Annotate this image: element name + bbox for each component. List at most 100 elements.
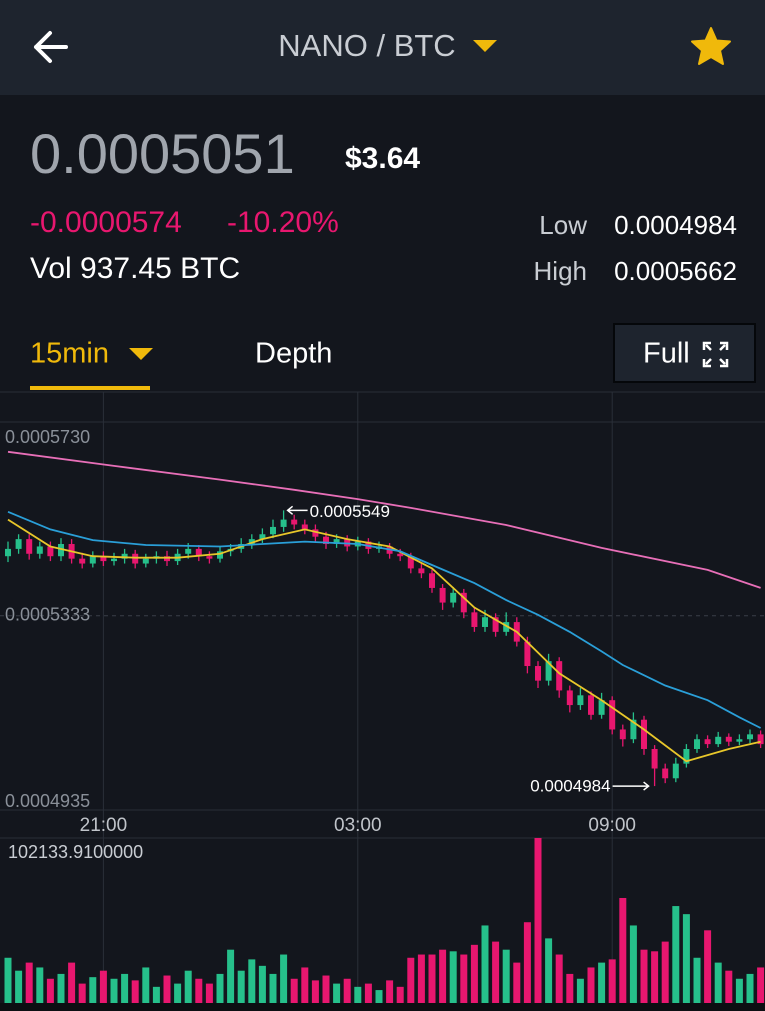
moving-average-line bbox=[7, 510, 762, 729]
volume-bar bbox=[428, 954, 436, 1003]
candle-body bbox=[5, 548, 11, 557]
candle-body bbox=[132, 553, 139, 564]
volume-bar bbox=[258, 965, 266, 1003]
volume-bar bbox=[640, 949, 648, 1003]
volume-bar bbox=[460, 954, 468, 1003]
candle-body bbox=[47, 546, 54, 557]
volume-bar bbox=[396, 986, 404, 1003]
x-tick-label: 03:00 bbox=[334, 815, 382, 836]
volume-bar bbox=[174, 983, 182, 1003]
candle-body bbox=[323, 536, 329, 545]
candle-body bbox=[566, 690, 573, 706]
candle-body bbox=[482, 617, 488, 627]
candle-body bbox=[79, 558, 86, 564]
candle-body bbox=[217, 551, 223, 559]
tab-underline bbox=[30, 386, 150, 390]
volume-bar bbox=[534, 838, 542, 1003]
candle-body bbox=[715, 736, 722, 745]
pair-selector[interactable]: NANO / BTC bbox=[278, 28, 497, 63]
volume-bar bbox=[757, 967, 765, 1003]
interval-label: 15min bbox=[30, 338, 109, 370]
candle-body bbox=[672, 763, 679, 779]
moving-average-line bbox=[7, 450, 761, 589]
volume-bar bbox=[576, 978, 584, 1003]
volume-bar bbox=[439, 949, 447, 1003]
volume-bar bbox=[227, 949, 235, 1003]
volume-bar bbox=[89, 977, 97, 1003]
candle-body bbox=[418, 568, 425, 574]
volume-bar bbox=[57, 973, 65, 1003]
volume-bar bbox=[301, 967, 309, 1003]
marker-arrow bbox=[286, 505, 308, 515]
low-value: 0.0004984 bbox=[614, 210, 737, 240]
candle-body bbox=[524, 641, 531, 667]
candle-body bbox=[619, 729, 626, 740]
pair-title: NANO / BTC bbox=[278, 28, 455, 63]
volume-bar bbox=[608, 959, 616, 1003]
volume-bar bbox=[407, 957, 415, 1003]
volume-bar bbox=[555, 954, 563, 1003]
y-tick-label: 0.0005333 bbox=[5, 605, 90, 625]
volume-bar bbox=[682, 914, 690, 1003]
volume-bar bbox=[364, 983, 372, 1003]
volume-bar bbox=[386, 980, 394, 1003]
high-value: 0.0005662 bbox=[614, 256, 737, 286]
y-tick-label: 0.0004935 bbox=[5, 791, 90, 811]
volume-bar bbox=[619, 897, 627, 1003]
x-tick-label: 09:00 bbox=[588, 815, 636, 836]
volume-bar bbox=[566, 973, 574, 1003]
volume-bar bbox=[131, 980, 139, 1003]
candle-body bbox=[15, 539, 22, 549]
volume-bar bbox=[523, 922, 531, 1003]
price-change-pct: -10.20% bbox=[227, 206, 339, 239]
candle-body bbox=[270, 526, 276, 535]
full-button[interactable]: Full bbox=[613, 323, 756, 383]
bottom-strip bbox=[0, 1003, 765, 1011]
low-marker-label: 0.0004984 bbox=[530, 777, 610, 796]
volume-bar bbox=[322, 975, 330, 1003]
volume-bar bbox=[629, 925, 637, 1003]
volume-bar bbox=[545, 938, 553, 1003]
expand-icon bbox=[702, 341, 729, 368]
last-price: 0.0005051 bbox=[30, 122, 295, 185]
candle-body bbox=[747, 734, 753, 740]
candle-body bbox=[248, 539, 255, 545]
candle-body bbox=[725, 736, 732, 742]
volume-24h: Vol 937.45 BTC bbox=[30, 252, 240, 285]
volume-bar bbox=[4, 957, 12, 1003]
back-button[interactable] bbox=[34, 31, 68, 63]
candle-body bbox=[630, 719, 637, 740]
favorite-star[interactable] bbox=[691, 27, 731, 65]
candle-body bbox=[662, 768, 669, 779]
dropdown-icon bbox=[129, 348, 153, 360]
volume-bar bbox=[502, 949, 510, 1003]
candle-body bbox=[736, 739, 743, 742]
interval-tab[interactable]: 15min bbox=[30, 338, 153, 390]
candle-body bbox=[36, 546, 43, 554]
low-label: Low bbox=[539, 210, 587, 240]
depth-tab[interactable]: Depth bbox=[255, 338, 332, 370]
price-change: -0.0000574 bbox=[30, 206, 182, 239]
volume-bar bbox=[704, 930, 712, 1003]
full-label: Full bbox=[643, 338, 690, 370]
candle-body bbox=[757, 734, 764, 745]
volume-bar bbox=[195, 978, 203, 1003]
candle-body bbox=[121, 553, 128, 559]
volume-bar bbox=[248, 959, 256, 1003]
volume-bar bbox=[269, 973, 277, 1003]
candle-body bbox=[429, 573, 435, 588]
volume-bar bbox=[343, 978, 351, 1003]
candle-body bbox=[142, 558, 149, 564]
x-tick-label: 21:00 bbox=[80, 815, 128, 836]
volume-bar bbox=[470, 944, 478, 1003]
volume-bar bbox=[121, 973, 129, 1003]
volume-bar bbox=[68, 962, 76, 1003]
volume-bar bbox=[735, 978, 743, 1003]
volume-bar bbox=[481, 925, 489, 1003]
candle-body bbox=[407, 556, 414, 569]
volume-bar bbox=[333, 983, 341, 1003]
back-arrow bbox=[34, 31, 68, 63]
candle-body bbox=[588, 695, 594, 715]
volume-bar bbox=[651, 951, 659, 1003]
